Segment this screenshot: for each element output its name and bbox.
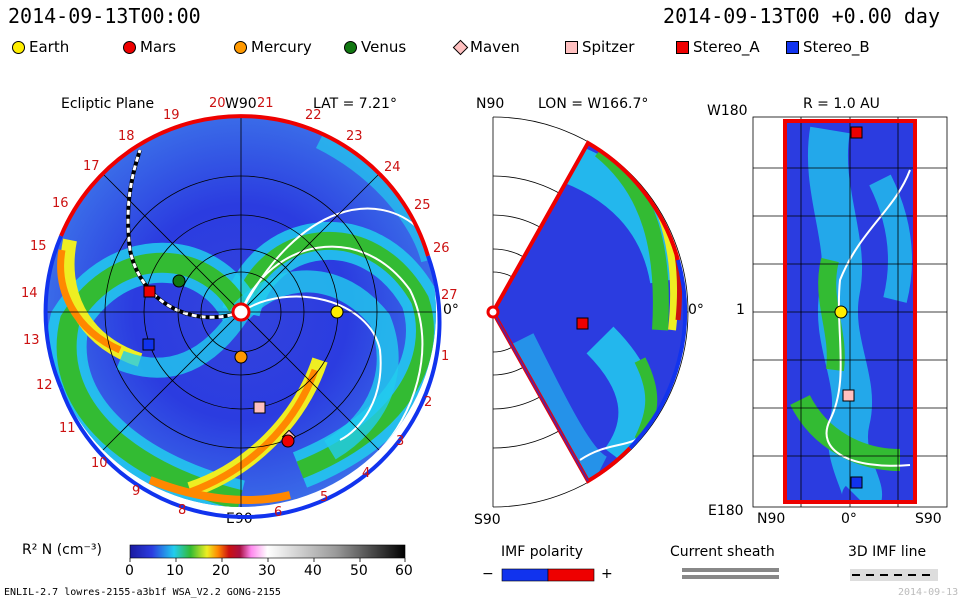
mars-marker [281,434,295,448]
colorbar-tick: 20 [212,563,230,579]
radial-top-left: W180 [707,103,748,119]
tick-14: 14 [21,286,38,301]
tick-1: 1 [441,349,450,364]
ecliptic-top-label: W90 [225,96,257,112]
radial-title: R = 1.0 AU [803,96,880,112]
imf-plus: + [601,566,613,582]
tick-27: 27 [441,288,458,303]
colorbar-tick: 30 [258,563,276,579]
ecliptic-title: Ecliptic Plane [61,96,155,112]
imf-line-symbol [850,569,938,581]
radial-stereo-a-marker [850,126,863,139]
tick-17: 17 [83,159,100,174]
tick-12: 12 [36,378,53,393]
legend-earth: Earth [12,38,69,56]
spitzer-marker [253,401,266,414]
radial-mid-left: 1 [736,302,745,318]
radial-spitzer-marker [842,389,855,402]
radial-bottom-left: E180 [708,503,744,519]
radial-bottom-n90: N90 [757,511,786,527]
timestamp-right: 2014-09-13T00 +0.00 day [663,4,940,28]
colorbar-tick: 60 [395,563,413,579]
stereo-b-icon [786,40,799,54]
legend-maven: Maven [452,38,520,56]
venus-marker [172,274,186,288]
earth-marker [330,305,344,319]
legend-stereo-a: Stereo_A [676,38,760,56]
colorbar-tick: 0 [125,563,134,579]
imf-minus: − [482,566,494,582]
imf-polarity-title: IMF polarity [501,544,584,560]
meridional-lon: LON = W166.7° [538,96,649,112]
stereo-a-marker [143,285,156,298]
earth-icon [12,40,25,54]
legend-mercury: Mercury [234,38,312,56]
radial-bottom-0: 0° [841,511,857,527]
venus-icon [344,40,357,54]
radial-map-plot [752,116,948,508]
tick-18: 18 [118,129,135,144]
ecliptic-right-label: 0° [443,302,459,318]
tick-2: 2 [424,395,433,410]
imf-positive-swatch [547,568,595,582]
tick-6: 6 [274,505,283,520]
legend-venus: Venus [344,38,406,56]
timestamp-left: 2014-09-13T00:00 [8,4,201,28]
tick-16: 16 [52,196,69,211]
legend-spitzer: Spitzer [565,38,634,56]
meridional-right-label: 0° [688,302,704,318]
tick-10: 10 [91,456,108,471]
footer-date: 2014-09-13 [898,587,959,598]
colorbar-tick: 40 [304,563,322,579]
tick-24: 24 [384,160,401,175]
radial-bottom-s90: S90 [915,511,942,527]
tick-5: 5 [320,490,329,505]
ecliptic-lat: LAT = 7.21° [313,96,397,112]
imf-line-title: 3D IMF line [848,544,927,560]
tick-11: 11 [59,421,76,436]
colorbar-label: R² N (cm⁻³) [22,542,102,558]
colorbar-tick: 50 [350,563,368,579]
tick-3: 3 [396,434,405,449]
stereo-b-marker [142,338,155,351]
legend-stereo-b: Stereo_B [786,38,870,56]
current-sheath-symbol [682,568,779,579]
meridional-bottom-label: S90 [474,512,501,528]
tick-21: 21 [257,96,274,111]
meridional-plane-plot [486,116,689,508]
spitzer-icon [565,40,578,54]
mercury-marker [234,350,248,364]
model-info-footer: ENLIL-2.7 lowres-2155-a3b1f WSA_V2.2 GON… [4,587,281,598]
meridional-stereo-a-marker [576,317,589,330]
mars-icon [123,40,136,54]
tick-20: 20 [209,96,226,111]
legend-mars: Mars [123,38,176,56]
mercury-icon [234,40,247,54]
tick-19: 19 [163,108,180,123]
tick-4: 4 [362,466,371,481]
density-colorbar [129,544,406,562]
tick-9: 9 [132,484,141,499]
meridional-top-label: N90 [476,96,505,112]
stereo-a-icon [676,40,689,54]
current-sheath-title: Current sheath [670,544,775,560]
tick-23: 23 [346,129,363,144]
tick-15: 15 [30,239,47,254]
tick-13: 13 [23,333,40,348]
tick-8: 8 [178,503,187,518]
imf-negative-swatch [501,568,549,582]
radial-stereo-b-marker [850,476,863,489]
colorbar-tick: 10 [166,563,184,579]
ecliptic-plane-plot [43,114,442,519]
tick-26: 26 [433,241,450,256]
radial-earth-marker [834,305,848,319]
tick-22: 22 [305,108,322,123]
tick-25: 25 [414,198,431,213]
